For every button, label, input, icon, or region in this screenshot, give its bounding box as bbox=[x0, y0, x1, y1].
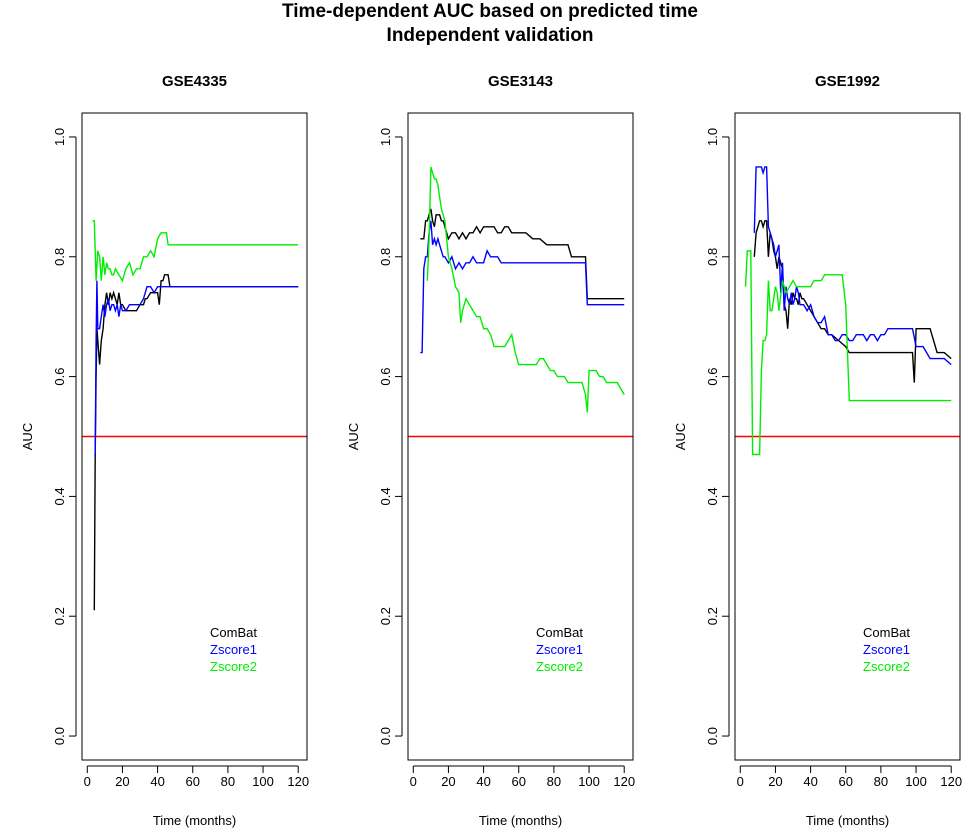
x-tick-label: 60 bbox=[186, 774, 200, 789]
series-line-zscore1 bbox=[420, 220, 625, 354]
x-axis-label: Time (months) bbox=[806, 813, 889, 828]
y-tick-label: 0.6 bbox=[705, 368, 720, 386]
x-tick-label: 100 bbox=[252, 774, 274, 789]
figure-title-line-1: Time-dependent AUC based on predicted ti… bbox=[282, 1, 698, 22]
y-axis-label: AUC bbox=[673, 423, 688, 450]
x-tick-label: 0 bbox=[84, 774, 91, 789]
chart-panel-gse1992: GSE1992 0 20 40 60 80 100 120 Time (months) 0.0 0.… bbox=[673, 73, 962, 828]
legend-entry-zscore2: Zscore2 bbox=[863, 659, 910, 674]
legend-entry-combat: ComBat bbox=[210, 625, 257, 640]
series-line-combat bbox=[420, 208, 625, 300]
x-tick-label: 60 bbox=[512, 774, 526, 789]
x-tick-label: 120 bbox=[940, 774, 962, 789]
x-tick-label: 20 bbox=[768, 774, 782, 789]
legend-entry-combat: ComBat bbox=[536, 625, 583, 640]
legend-entry-zscore2: Zscore2 bbox=[210, 659, 257, 674]
plot-frame bbox=[407, 112, 634, 761]
series-line-zscore1 bbox=[94, 280, 299, 456]
legend-entry-zscore2: Zscore2 bbox=[536, 659, 583, 674]
y-tick-label: 0.4 bbox=[705, 487, 720, 505]
chart-panel-gse4335: GSE4335 0 20 40 60 80 100 120 Time (months) 0.0 0.… bbox=[20, 73, 309, 828]
y-tick-label: 1.0 bbox=[52, 128, 67, 146]
series-line-zscore2 bbox=[92, 220, 299, 283]
x-tick-label: 40 bbox=[803, 774, 817, 789]
series-line-zscore2 bbox=[744, 250, 952, 456]
plot-frame bbox=[81, 112, 308, 761]
x-tick-label: 120 bbox=[287, 774, 309, 789]
legend-entry-zscore1: Zscore1 bbox=[863, 642, 910, 657]
panel-title: GSE4335 bbox=[162, 73, 227, 90]
y-axis-label: AUC bbox=[346, 423, 361, 450]
y-tick-label: 0.6 bbox=[378, 368, 393, 386]
series-line-zscore2 bbox=[426, 166, 625, 413]
y-tick-label: 0.4 bbox=[52, 487, 67, 505]
x-tick-label: 80 bbox=[547, 774, 561, 789]
legend-entry-combat: ComBat bbox=[863, 625, 910, 640]
x-tick-label: 0 bbox=[410, 774, 417, 789]
y-tick-label: 0.6 bbox=[52, 368, 67, 386]
y-tick-label: 0.2 bbox=[52, 607, 67, 625]
x-tick-label: 100 bbox=[578, 774, 600, 789]
y-tick-label: 0.0 bbox=[705, 727, 720, 745]
x-tick-label: 40 bbox=[476, 774, 490, 789]
y-tick-label: 0.8 bbox=[52, 248, 67, 266]
x-tick-label: 80 bbox=[874, 774, 888, 789]
x-tick-label: 20 bbox=[115, 774, 129, 789]
y-tick-label: 0.2 bbox=[378, 607, 393, 625]
panel-title: GSE1992 bbox=[815, 73, 880, 90]
y-tick-label: 0.0 bbox=[378, 727, 393, 745]
x-tick-label: 40 bbox=[150, 774, 164, 789]
x-tick-label: 20 bbox=[441, 774, 455, 789]
y-axis-label: AUC bbox=[20, 423, 35, 450]
y-tick-label: 0.8 bbox=[705, 248, 720, 266]
legend-entry-zscore1: Zscore1 bbox=[210, 642, 257, 657]
panel-title: GSE3143 bbox=[488, 73, 553, 90]
legend-entry-zscore1: Zscore1 bbox=[536, 642, 583, 657]
x-tick-label: 120 bbox=[613, 774, 635, 789]
x-tick-label: 0 bbox=[737, 774, 744, 789]
x-tick-label: 100 bbox=[905, 774, 927, 789]
y-tick-label: 1.0 bbox=[705, 128, 720, 146]
x-axis-label: Time (months) bbox=[153, 813, 236, 828]
y-tick-label: 0.4 bbox=[378, 487, 393, 505]
y-tick-label: 1.0 bbox=[378, 128, 393, 146]
y-tick-label: 0.0 bbox=[52, 727, 67, 745]
figure-title: Time-dependent AUC based on predicted ti… bbox=[0, 0, 980, 48]
y-tick-label: 0.2 bbox=[705, 607, 720, 625]
series-line-zscore1 bbox=[753, 166, 952, 366]
chart-panels: GSE4335 0 20 40 60 80 100 120 Time (months) 0.0 0.… bbox=[20, 73, 962, 828]
x-tick-label: 60 bbox=[839, 774, 853, 789]
y-tick-label: 0.8 bbox=[378, 248, 393, 266]
plot-frame bbox=[734, 112, 961, 761]
figure-title-line-2: Independent validation bbox=[386, 25, 594, 46]
x-axis-label: Time (months) bbox=[479, 813, 562, 828]
chart-panel-gse3143: GSE3143 0 20 40 60 80 100 120 Time (months) 0.0 0.… bbox=[346, 73, 635, 828]
x-tick-label: 80 bbox=[221, 774, 235, 789]
